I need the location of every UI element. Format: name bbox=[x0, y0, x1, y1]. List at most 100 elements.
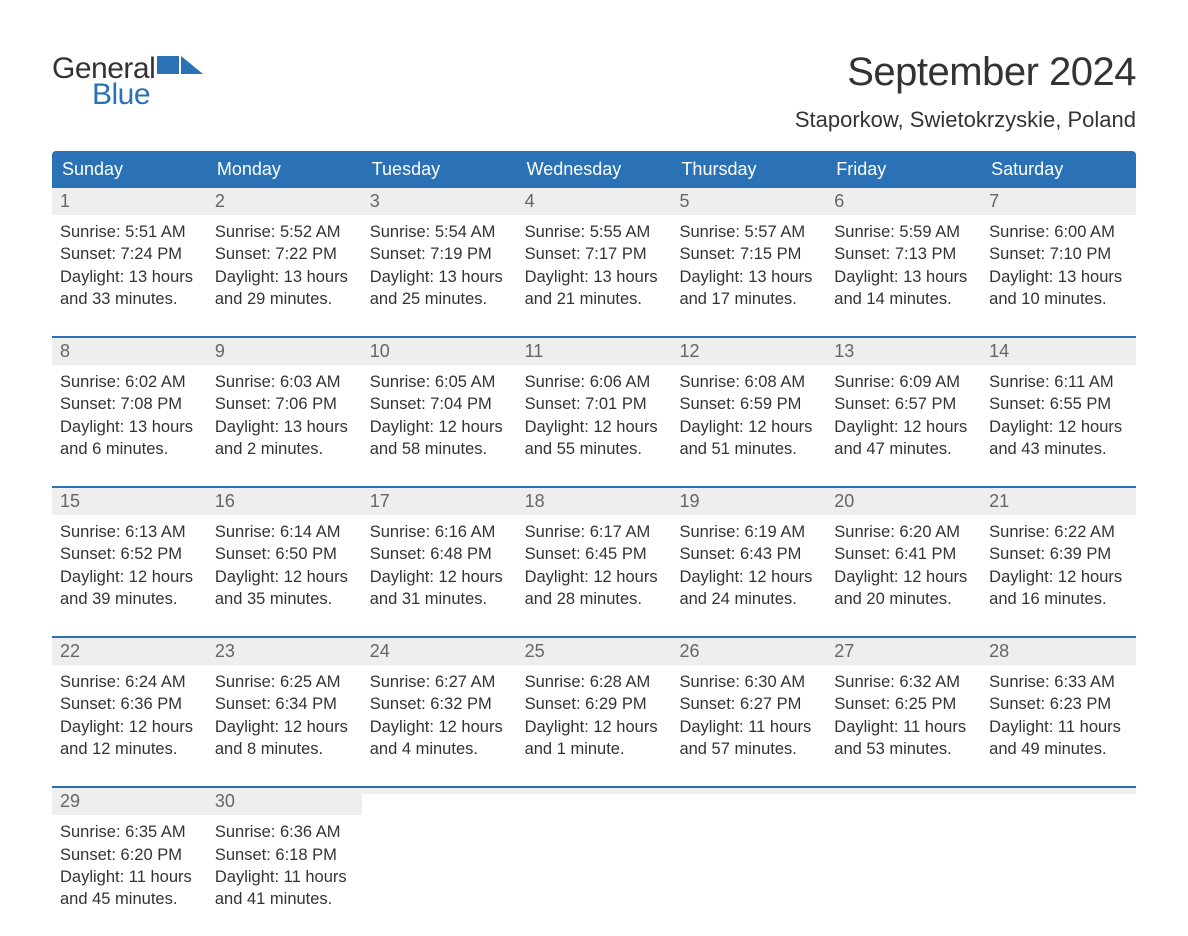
day-sunset-line: Sunset: 7:10 PM bbox=[989, 243, 1128, 265]
calendar-day bbox=[981, 788, 1136, 936]
day-sunrise-line: Sunrise: 6:35 AM bbox=[60, 821, 199, 843]
day-number-row: 13 bbox=[826, 338, 981, 365]
calendar-day: 22Sunrise: 6:24 AMSunset: 6:36 PMDayligh… bbox=[52, 638, 207, 786]
day-content: Sunrise: 6:20 AMSunset: 6:41 PMDaylight:… bbox=[826, 515, 981, 610]
day-d2-line: and 57 minutes. bbox=[679, 738, 818, 760]
day-number-row: 19 bbox=[671, 488, 826, 515]
day-number-row: 2 bbox=[207, 188, 362, 215]
day-number: 20 bbox=[834, 491, 854, 511]
day-sunrise-line: Sunrise: 5:59 AM bbox=[834, 221, 973, 243]
day-d2-line: and 28 minutes. bbox=[525, 588, 664, 610]
day-d1-line: Daylight: 13 hours bbox=[525, 266, 664, 288]
day-d1-line: Daylight: 12 hours bbox=[679, 566, 818, 588]
day-d1-line: Daylight: 11 hours bbox=[834, 716, 973, 738]
day-d1-line: Daylight: 13 hours bbox=[834, 266, 973, 288]
day-content: Sunrise: 6:02 AMSunset: 7:08 PMDaylight:… bbox=[52, 365, 207, 460]
day-number-row: 14 bbox=[981, 338, 1136, 365]
calendar-day: 10Sunrise: 6:05 AMSunset: 7:04 PMDayligh… bbox=[362, 338, 517, 486]
day-number-row: 20 bbox=[826, 488, 981, 515]
day-d1-line: Daylight: 13 hours bbox=[989, 266, 1128, 288]
day-sunset-line: Sunset: 6:36 PM bbox=[60, 693, 199, 715]
calendar-week: 29Sunrise: 6:35 AMSunset: 6:20 PMDayligh… bbox=[52, 786, 1136, 936]
calendar-day: 21Sunrise: 6:22 AMSunset: 6:39 PMDayligh… bbox=[981, 488, 1136, 636]
day-sunrise-line: Sunrise: 6:11 AM bbox=[989, 371, 1128, 393]
calendar-day: 2 Sunrise: 5:52 AMSunset: 7:22 PMDaylight… bbox=[207, 188, 362, 336]
calendar-day: 17Sunrise: 6:16 AMSunset: 6:48 PMDayligh… bbox=[362, 488, 517, 636]
calendar-day: 16 Sunrise: 6:14 AMSunset: 6:50 PMDayligh… bbox=[207, 488, 362, 636]
day-sunset-line: Sunset: 6:34 PM bbox=[215, 693, 354, 715]
day-sunrise-line: Sunrise: 6:13 AM bbox=[60, 521, 199, 543]
day-sunrise-line: Sunrise: 6:32 AM bbox=[834, 671, 973, 693]
day-content: Sunrise: 6:17 AMSunset: 6:45 PMDaylight:… bbox=[517, 515, 672, 610]
day-sunrise-line: Sunrise: 6:09 AM bbox=[834, 371, 973, 393]
day-sunrise-line: Sunrise: 6:33 AM bbox=[989, 671, 1128, 693]
day-d2-line: and 8 minutes. bbox=[215, 738, 354, 760]
day-d2-line: and 49 minutes. bbox=[989, 738, 1128, 760]
day-d2-line: and 25 minutes. bbox=[370, 288, 509, 310]
day-d1-line: Daylight: 12 hours bbox=[370, 566, 509, 588]
day-number: 4 bbox=[525, 191, 535, 211]
day-number: 26 bbox=[679, 641, 699, 661]
day-sunset-line: Sunset: 6:57 PM bbox=[834, 393, 973, 415]
day-d1-line: Daylight: 12 hours bbox=[525, 416, 664, 438]
day-number: 1 bbox=[60, 191, 70, 211]
day-d2-line: and 20 minutes. bbox=[834, 588, 973, 610]
brand-logo: General Blue bbox=[52, 50, 203, 110]
day-content: Sunrise: 6:28 AMSunset: 6:29 PMDaylight:… bbox=[517, 665, 672, 760]
brand-word-2: Blue bbox=[92, 80, 203, 110]
day-number-row: 12 bbox=[671, 338, 826, 365]
day-number-row: 15 bbox=[52, 488, 207, 515]
calendar-day: 26Sunrise: 6:30 AMSunset: 6:27 PMDayligh… bbox=[671, 638, 826, 786]
day-sunset-line: Sunset: 6:50 PM bbox=[215, 543, 354, 565]
day-number: 21 bbox=[989, 491, 1009, 511]
day-content: Sunrise: 6:19 AMSunset: 6:43 PMDaylight:… bbox=[671, 515, 826, 610]
day-d2-line: and 14 minutes. bbox=[834, 288, 973, 310]
day-sunrise-line: Sunrise: 6:02 AM bbox=[60, 371, 199, 393]
day-sunset-line: Sunset: 6:39 PM bbox=[989, 543, 1128, 565]
day-sunrise-line: Sunrise: 6:27 AM bbox=[370, 671, 509, 693]
day-content: Sunrise: 6:27 AMSunset: 6:32 PMDaylight:… bbox=[362, 665, 517, 760]
day-number-row: 1 bbox=[52, 188, 207, 215]
day-d2-line: and 4 minutes. bbox=[370, 738, 509, 760]
day-d1-line: Daylight: 11 hours bbox=[989, 716, 1128, 738]
day-number-row: 28 bbox=[981, 638, 1136, 665]
day-number: 16 bbox=[215, 491, 235, 511]
day-d1-line: Daylight: 13 hours bbox=[60, 266, 199, 288]
day-d2-line: and 1 minute. bbox=[525, 738, 664, 760]
day-sunset-line: Sunset: 7:24 PM bbox=[60, 243, 199, 265]
day-content: Sunrise: 6:14 AMSunset: 6:50 PMDaylight:… bbox=[207, 515, 362, 610]
day-number-row: 24 bbox=[362, 638, 517, 665]
weekday-header: Wednesday bbox=[517, 151, 672, 188]
calendar-day: 24Sunrise: 6:27 AMSunset: 6:32 PMDayligh… bbox=[362, 638, 517, 786]
day-sunrise-line: Sunrise: 6:19 AM bbox=[679, 521, 818, 543]
day-number-row: 4 bbox=[517, 188, 672, 215]
day-number: 29 bbox=[60, 791, 80, 811]
day-d1-line: Daylight: 12 hours bbox=[525, 566, 664, 588]
day-sunset-line: Sunset: 7:22 PM bbox=[215, 243, 354, 265]
calendar-day: 25Sunrise: 6:28 AMSunset: 6:29 PMDayligh… bbox=[517, 638, 672, 786]
day-number: 27 bbox=[834, 641, 854, 661]
day-content: Sunrise: 6:03 AMSunset: 7:06 PMDaylight:… bbox=[207, 365, 362, 460]
day-d2-line: and 12 minutes. bbox=[60, 738, 199, 760]
flag-icon bbox=[157, 50, 203, 80]
day-d2-line: and 58 minutes. bbox=[370, 438, 509, 460]
day-sunset-line: Sunset: 7:08 PM bbox=[60, 393, 199, 415]
day-number: 18 bbox=[525, 491, 545, 511]
day-d1-line: Daylight: 13 hours bbox=[215, 416, 354, 438]
day-sunrise-line: Sunrise: 5:52 AM bbox=[215, 221, 354, 243]
day-sunrise-line: Sunrise: 6:05 AM bbox=[370, 371, 509, 393]
day-d2-line: and 47 minutes. bbox=[834, 438, 973, 460]
day-d1-line: Daylight: 13 hours bbox=[215, 266, 354, 288]
day-d1-line: Daylight: 12 hours bbox=[60, 566, 199, 588]
calendar-day: 5Sunrise: 5:57 AMSunset: 7:15 PMDaylight… bbox=[671, 188, 826, 336]
day-number-row: 23 bbox=[207, 638, 362, 665]
day-number: 11 bbox=[525, 341, 544, 361]
day-d2-line: and 39 minutes. bbox=[60, 588, 199, 610]
day-number-row: 10 bbox=[362, 338, 517, 365]
day-sunrise-line: Sunrise: 6:22 AM bbox=[989, 521, 1128, 543]
calendar-week: 22Sunrise: 6:24 AMSunset: 6:36 PMDayligh… bbox=[52, 636, 1136, 786]
location-subtitle: Staporkow, Swietokrzyskie, Poland bbox=[795, 107, 1136, 133]
day-d2-line: and 43 minutes. bbox=[989, 438, 1128, 460]
day-content: Sunrise: 6:32 AMSunset: 6:25 PMDaylight:… bbox=[826, 665, 981, 760]
calendar-day: 9Sunrise: 6:03 AMSunset: 7:06 PMDaylight… bbox=[207, 338, 362, 486]
